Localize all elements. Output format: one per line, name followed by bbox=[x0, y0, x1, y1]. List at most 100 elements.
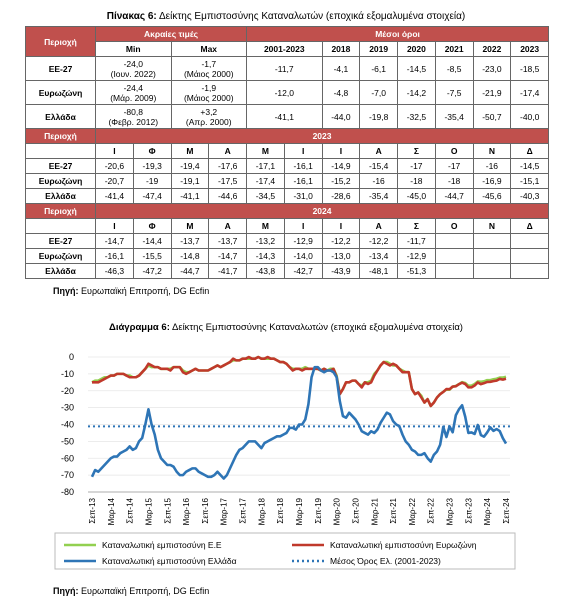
min-value: -80,8 bbox=[123, 106, 143, 117]
source-label: Πηγή: bbox=[53, 286, 79, 296]
min-value: -24,0 bbox=[123, 58, 143, 69]
cell-value: -15,4 bbox=[359, 158, 399, 174]
region: ΕΕ-27 bbox=[25, 233, 96, 249]
cell-value: -51,3 bbox=[397, 263, 436, 279]
max-date: (Μάιος 2000) bbox=[183, 92, 234, 103]
cell-value bbox=[434, 233, 474, 249]
min-value: -24,4 bbox=[123, 82, 143, 93]
average-column: 2021 bbox=[434, 41, 474, 57]
chart-title: Διάγραμμα 6: Δείκτης Εμπιστοσύνης Κατανα… bbox=[109, 322, 463, 333]
x-tick-label: Μαρ-23 bbox=[446, 497, 455, 525]
max-date: (Απρ. 2000) bbox=[185, 116, 232, 127]
average-value: -32,5 bbox=[397, 104, 436, 129]
x-tick-label: Μαρ-16 bbox=[182, 497, 191, 525]
cell-value: -20,7 bbox=[95, 173, 134, 189]
region-header: Περιοχή bbox=[25, 203, 96, 219]
y-tick-label: 0 bbox=[69, 352, 74, 362]
max-date: (Μάιος 2000) bbox=[183, 68, 234, 79]
y-tick-label: -10 bbox=[61, 369, 74, 379]
average-column: 2018 bbox=[321, 41, 361, 57]
month-header: Ι bbox=[283, 143, 323, 159]
cell-value: -19,3 bbox=[132, 158, 172, 174]
x-tick-label: Σεπ-14 bbox=[126, 497, 135, 523]
month-header: Σ bbox=[397, 218, 436, 234]
source-text: Ευρωπαϊκή Επιτροπή, DG Ecfin bbox=[81, 286, 210, 296]
cell-value: -45,0 bbox=[397, 188, 436, 204]
cell-value: -31,0 bbox=[283, 188, 323, 204]
cell-value: -13,2 bbox=[246, 233, 285, 249]
cell-value bbox=[472, 263, 512, 279]
cell-value: -17,6 bbox=[208, 158, 248, 174]
month-header: Ο bbox=[434, 218, 474, 234]
max-value: +3,2 bbox=[200, 106, 218, 117]
cell-value: -14,8 bbox=[170, 248, 210, 264]
table-row: Ελλάδα -46,3 -47,2 -44,7 -41,7 -43,8 -42,7 -43,… bbox=[25, 263, 550, 279]
extremes-header: Ακραίες τιμές bbox=[94, 26, 248, 42]
month-header: Ι bbox=[95, 218, 134, 234]
y-tick-label: -80 bbox=[61, 487, 74, 497]
average-value: -14,5 bbox=[397, 56, 436, 81]
table-row: Περιοχή Ακραίες τιμές Μέσοι όροι bbox=[25, 26, 550, 57]
chart-title-text: Δείκτης Εμπιστοσύνης Καταναλωτών (εποχικ… bbox=[172, 322, 463, 333]
average-value: -4,8 bbox=[321, 80, 361, 105]
cell-value bbox=[510, 263, 550, 279]
cell-value: -19,4 bbox=[170, 158, 210, 174]
cell-value: -41,7 bbox=[208, 263, 248, 279]
x-tick-label: Μαρ-17 bbox=[220, 497, 229, 525]
legend-label: Καταναλωτική εμπιστοσύνη Ε.Ε bbox=[102, 540, 222, 550]
average-value: -41,1 bbox=[246, 104, 323, 129]
chart-source: Πηγή: Ευρωπαϊκή Επιτροπή, DG Ecfin bbox=[53, 586, 209, 596]
blank-cell bbox=[25, 143, 96, 159]
min-cell: -24,0 (Ιουν. 2022) bbox=[95, 56, 172, 81]
legend-label: Καταναλωτική εμπιστοσύνη Ελλάδα bbox=[102, 556, 237, 566]
region: Ευρωζώνη bbox=[25, 248, 96, 264]
table-row: ΕΕ-27 -24,0 (Ιουν. 2022) -1,7 (Μάιος 2000) -1… bbox=[25, 56, 550, 81]
x-tick-label: Μαρ-14 bbox=[107, 497, 116, 525]
x-tick-label: Μαρ-21 bbox=[370, 497, 379, 525]
month-header: Φ bbox=[132, 218, 172, 234]
region: Ελλάδα bbox=[25, 188, 96, 204]
cell-value: -15,5 bbox=[132, 248, 172, 264]
month-header: Α bbox=[208, 218, 248, 234]
min-header: Min bbox=[95, 41, 172, 57]
y-tick-label: -60 bbox=[61, 453, 74, 463]
cell-value: -12,9 bbox=[397, 248, 436, 264]
cell-value: -41,1 bbox=[170, 188, 210, 204]
cell-value: -43,9 bbox=[321, 263, 361, 279]
month-header: Α bbox=[359, 143, 399, 159]
max-cell: +3,2 (Απρ. 2000) bbox=[170, 104, 248, 129]
x-tick-label: Σεπ-22 bbox=[427, 497, 436, 523]
cell-value: -12,2 bbox=[321, 233, 361, 249]
x-tick-label: Μαρ-15 bbox=[144, 497, 153, 525]
y-tick-label: -50 bbox=[61, 436, 74, 446]
cell-value: -16 bbox=[472, 158, 512, 174]
max-value: -1,9 bbox=[201, 82, 217, 93]
average-column: 2023 bbox=[510, 41, 550, 57]
month-header: Ν bbox=[472, 218, 512, 234]
cell-value: -14,7 bbox=[95, 233, 134, 249]
cell-value bbox=[472, 233, 512, 249]
max-cell: -1,9 (Μάιος 2000) bbox=[170, 80, 248, 105]
cell-value: -16,1 bbox=[283, 173, 323, 189]
region-header: Περιοχή bbox=[25, 26, 96, 57]
cell-value: -46,3 bbox=[95, 263, 134, 279]
series-line bbox=[92, 355, 507, 408]
region: Ευρωζώνη bbox=[25, 80, 96, 105]
cell-value: -13,7 bbox=[170, 233, 210, 249]
cell-value: -20,6 bbox=[95, 158, 134, 174]
average-value: -14,2 bbox=[397, 80, 436, 105]
cell-value: -17,1 bbox=[246, 158, 285, 174]
table-row: Ελλάδα -41,4 -47,4 -41,1 -44,6 -34,5 -31,0 -28,… bbox=[25, 188, 550, 204]
x-tick-label: Μαρ-18 bbox=[257, 497, 266, 525]
cell-value: -43,8 bbox=[246, 263, 285, 279]
month-header: Ο bbox=[434, 143, 474, 159]
blank-cell bbox=[25, 218, 96, 234]
cell-value: -13,7 bbox=[208, 233, 248, 249]
table-row: Περιοχή 2023 bbox=[25, 128, 550, 144]
cell-value: -48,1 bbox=[359, 263, 399, 279]
cell-value: -16 bbox=[359, 173, 399, 189]
month-header: Ι bbox=[321, 143, 361, 159]
